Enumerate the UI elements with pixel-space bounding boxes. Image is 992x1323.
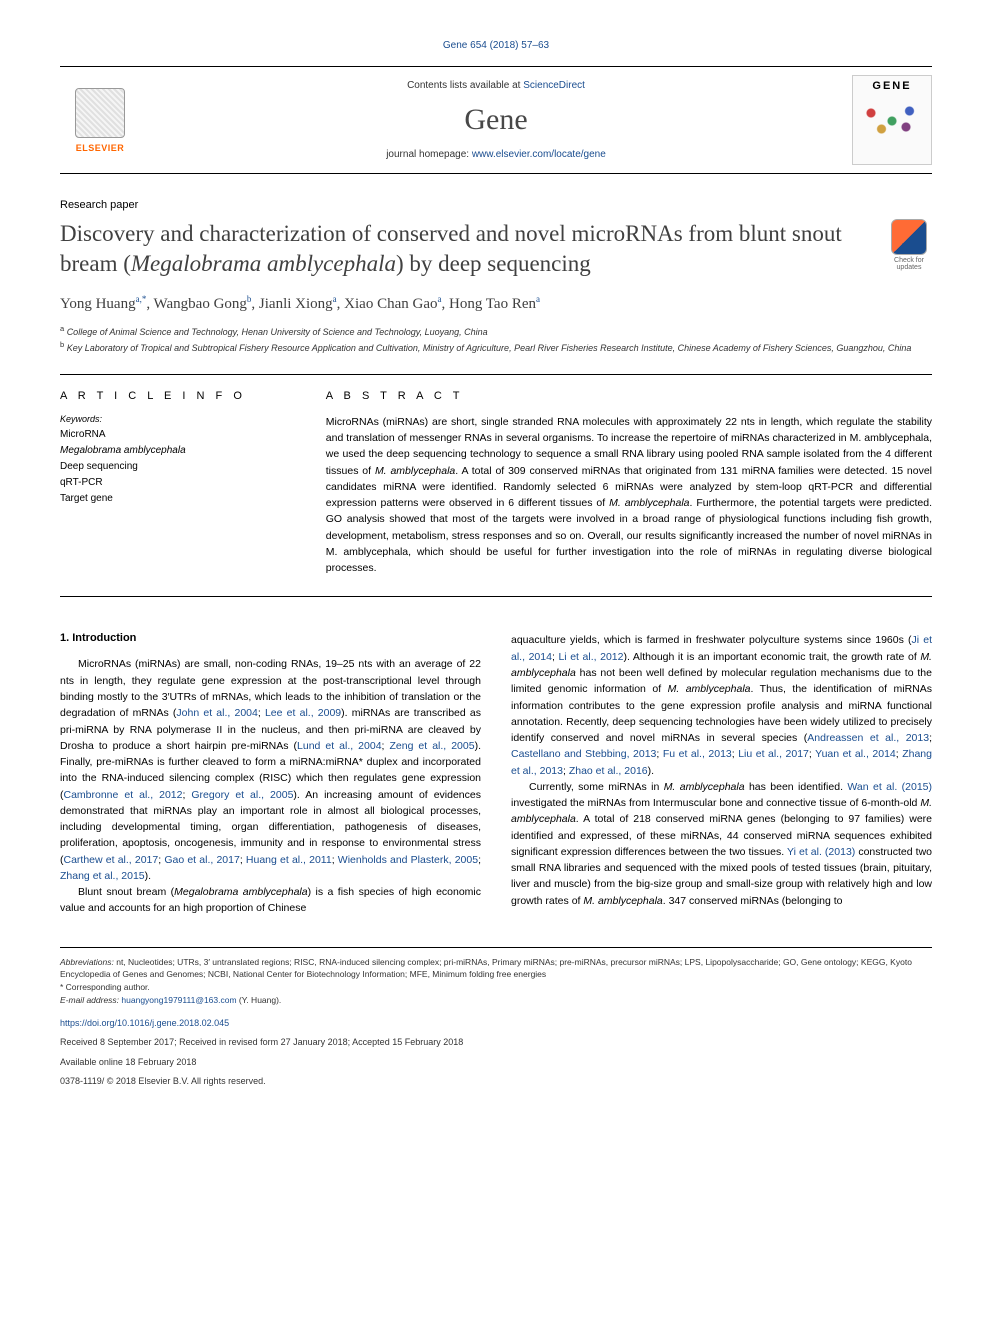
homepage-line: journal homepage: www.elsevier.com/locat… (140, 149, 852, 160)
header-center: Contents lists available at ScienceDirec… (140, 80, 852, 160)
body-paragraph: Blunt snout bream (Megalobrama amblyceph… (60, 884, 481, 917)
keyword: Target gene (60, 491, 296, 507)
abstract-head: A B S T R A C T (326, 390, 932, 402)
email-label: E-mail address: (60, 995, 121, 1005)
affiliation-a: a College of Animal Science and Technolo… (60, 323, 932, 340)
article-info-head: A R T I C L E I N F O (60, 390, 296, 402)
journal-cover: GENE (852, 75, 932, 165)
publisher-logo: ELSEVIER (60, 75, 140, 165)
affiliation-b: b Key Laboratory of Tropical and Subtrop… (60, 339, 932, 356)
journal-header: ELSEVIER Contents lists available at Sci… (60, 66, 932, 174)
available-date: Available online 18 February 2018 (60, 1056, 932, 1070)
contents-line: Contents lists available at ScienceDirec… (140, 80, 852, 91)
body-columns: 1. Introduction MicroRNAs (miRNAs) are s… (60, 632, 932, 916)
article-info: A R T I C L E I N F O Keywords: MicroRNA… (60, 390, 296, 577)
footer: Abbreviations: nt, Nucleotides; UTRs, 3′… (60, 947, 932, 1089)
sciencedirect-link[interactable]: ScienceDirect (523, 80, 585, 91)
title-species: Megalobrama amblycephala (131, 251, 396, 276)
affiliations: a College of Animal Science and Technolo… (60, 323, 932, 356)
email-link[interactable]: huangyong1979111@163.com (121, 995, 236, 1005)
elsevier-tree-icon (75, 88, 125, 138)
keyword: MicroRNA (60, 427, 296, 443)
doi-link[interactable]: https://doi.org/10.1016/j.gene.2018.02.0… (60, 1018, 229, 1028)
keyword: Megalobrama amblycephala (60, 443, 296, 459)
publisher-name: ELSEVIER (76, 143, 125, 153)
keywords-label: Keywords: (60, 414, 296, 424)
column-right: aquaculture yields, which is farmed in f… (511, 632, 932, 916)
keyword: qRT-PCR (60, 475, 296, 491)
keyword: Deep sequencing (60, 459, 296, 475)
paper-type: Research paper (60, 199, 932, 211)
received-dates: Received 8 September 2017; Received in r… (60, 1036, 932, 1050)
body-paragraph: Currently, some miRNAs in M. amblycephal… (511, 779, 932, 909)
homepage-prefix: journal homepage: (386, 149, 472, 160)
corresponding-author: * Corresponding author. (60, 981, 932, 994)
abstract: A B S T R A C T MicroRNAs (miRNAs) are s… (326, 390, 932, 577)
copyright: 0378-1119/ © 2018 Elsevier B.V. All righ… (60, 1075, 932, 1089)
title-post: ) by deep sequencing (396, 251, 591, 276)
abbrev-label: Abbreviations: (60, 957, 114, 967)
body-paragraph: aquaculture yields, which is farmed in f… (511, 632, 932, 778)
abstract-text: MicroRNAs (miRNAs) are short, single str… (326, 414, 932, 577)
email-line: E-mail address: huangyong1979111@163.com… (60, 994, 932, 1007)
journal-reference: Gene 654 (2018) 57–63 (60, 40, 932, 51)
journal-name: Gene (140, 103, 852, 137)
cover-graphic-icon (857, 101, 927, 141)
updates-label: Check for updates (894, 257, 924, 271)
contents-prefix: Contents lists available at (407, 80, 523, 91)
cover-title: GENE (872, 80, 911, 92)
check-updates-badge[interactable]: Check for updates (886, 219, 932, 271)
email-suffix: (Y. Huang). (237, 995, 282, 1005)
keywords-list: MicroRNA Megalobrama amblycephala Deep s… (60, 427, 296, 507)
abbrev-text: nt, Nucleotides; UTRs, 3′ untranslated r… (60, 957, 912, 980)
homepage-link[interactable]: www.elsevier.com/locate/gene (472, 149, 606, 160)
authors: Yong Huanga,*, Wangbao Gongb, Jianli Xio… (60, 294, 932, 313)
paper-title: Discovery and characterization of conser… (60, 219, 871, 279)
column-left: 1. Introduction MicroRNAs (miRNAs) are s… (60, 632, 481, 916)
updates-icon (891, 219, 927, 255)
body-paragraph: MicroRNAs (miRNAs) are small, non-coding… (60, 656, 481, 884)
intro-head: 1. Introduction (60, 632, 481, 644)
abbreviations: Abbreviations: nt, Nucleotides; UTRs, 3′… (60, 956, 932, 982)
